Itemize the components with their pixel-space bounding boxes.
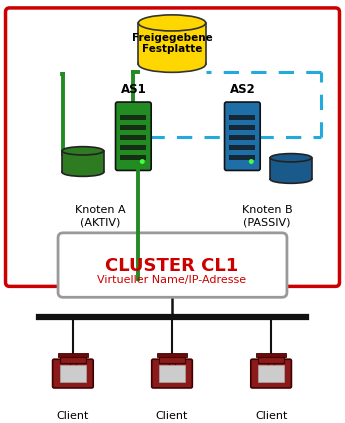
Bar (169, 361, 175, 368)
Bar (70, 361, 76, 368)
Bar (229, 125, 255, 130)
Bar (62, 151, 104, 172)
Bar (120, 135, 146, 140)
Bar (58, 353, 88, 357)
FancyBboxPatch shape (152, 359, 192, 388)
Ellipse shape (62, 147, 104, 155)
Bar (159, 365, 185, 382)
Bar (258, 357, 284, 363)
Bar (159, 357, 185, 363)
Bar (139, 23, 205, 64)
Circle shape (249, 159, 254, 164)
Text: (AKTIV): (AKTIV) (80, 217, 121, 227)
Text: CLUSTER CL1: CLUSTER CL1 (105, 257, 239, 275)
Text: Client: Client (57, 411, 89, 421)
Ellipse shape (62, 168, 104, 176)
Bar (229, 115, 255, 120)
Bar (120, 115, 146, 120)
Circle shape (140, 159, 145, 164)
Bar (229, 154, 255, 159)
Bar (62, 151, 103, 172)
Text: Knoten A: Knoten A (75, 205, 126, 215)
Bar (268, 361, 274, 368)
Bar (120, 125, 146, 130)
FancyBboxPatch shape (6, 8, 339, 286)
Text: Client: Client (255, 411, 287, 421)
FancyBboxPatch shape (116, 102, 151, 170)
Text: Client: Client (156, 411, 188, 421)
Bar (60, 365, 86, 382)
Bar (120, 145, 146, 150)
Bar (229, 145, 255, 150)
FancyBboxPatch shape (225, 102, 260, 170)
Bar (229, 135, 255, 140)
Text: AS2: AS2 (229, 83, 255, 96)
Bar (157, 353, 187, 357)
Ellipse shape (270, 175, 312, 183)
Bar (271, 158, 311, 179)
Bar (120, 154, 146, 159)
Ellipse shape (138, 15, 206, 31)
Bar (270, 158, 312, 179)
FancyBboxPatch shape (251, 359, 292, 388)
Ellipse shape (138, 56, 206, 72)
Text: Knoten B: Knoten B (242, 205, 293, 215)
FancyBboxPatch shape (52, 359, 93, 388)
Bar (258, 365, 285, 382)
Text: Virtueller Name/IP-Adresse: Virtueller Name/IP-Adresse (97, 275, 247, 286)
Bar (60, 357, 86, 363)
Bar (138, 23, 206, 64)
Text: AS1: AS1 (120, 83, 146, 96)
FancyBboxPatch shape (58, 233, 287, 297)
Text: (PASSIV): (PASSIV) (243, 217, 291, 227)
Text: Freigegebene
Festplatte: Freigegebene Festplatte (132, 33, 213, 55)
Ellipse shape (270, 154, 312, 162)
Bar (256, 353, 286, 357)
